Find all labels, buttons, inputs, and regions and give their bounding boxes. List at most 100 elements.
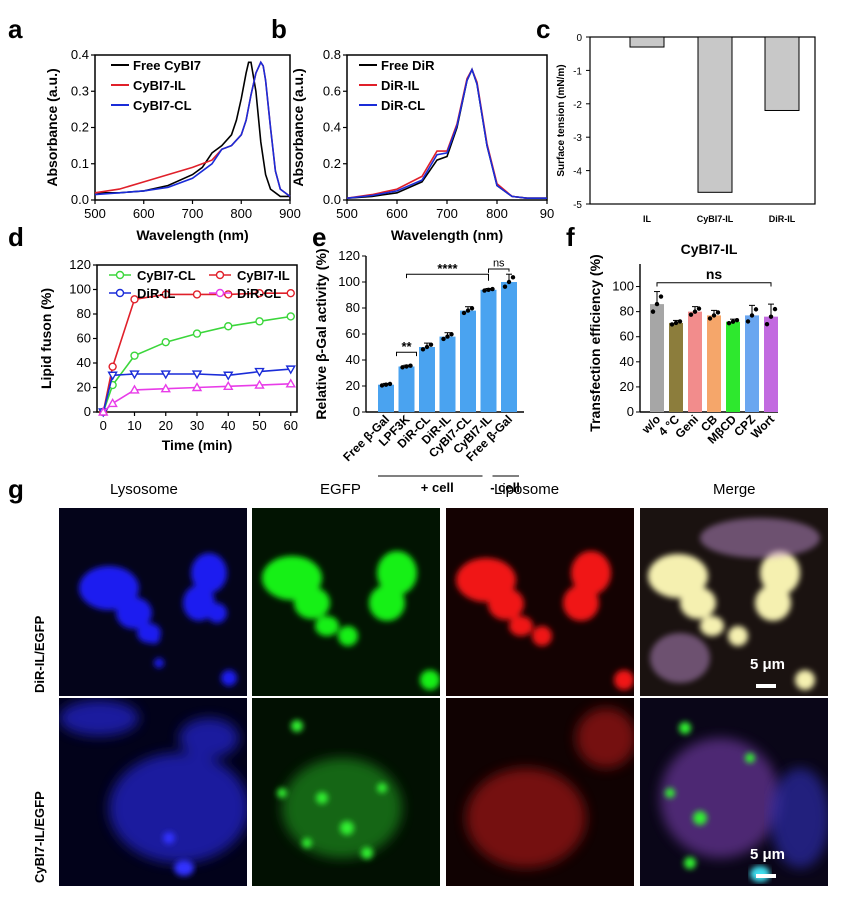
panel-letter-b: b xyxy=(271,14,287,44)
bar-2 xyxy=(688,311,702,412)
y-tick-label: 40 xyxy=(77,355,91,370)
group-label: - cell xyxy=(490,480,520,495)
replicate-dot xyxy=(654,301,660,307)
data-point xyxy=(192,329,202,338)
replicate-dot xyxy=(650,309,656,314)
bar-2 xyxy=(419,347,435,412)
bar-4 xyxy=(726,321,740,412)
data-point xyxy=(224,290,233,299)
data-point xyxy=(191,370,203,380)
replicate-dot xyxy=(711,313,717,318)
data-point xyxy=(130,351,139,360)
bar-0 xyxy=(378,384,394,412)
y-axis-label: Absorbance (a.u.) xyxy=(44,68,60,186)
data-point xyxy=(130,295,139,304)
x-tick-label: 40 xyxy=(221,418,235,433)
sig-label: ** xyxy=(401,339,412,354)
panel-letter-d: d xyxy=(8,222,24,252)
x-tick-label: 800 xyxy=(486,206,508,221)
y-axis-label: Surface tension (mN/m) xyxy=(556,64,567,176)
replicate-dot xyxy=(404,364,409,369)
replicate-dot xyxy=(445,334,450,339)
y-tick-label: 0.1 xyxy=(71,156,89,171)
y-tick-label: 0 xyxy=(576,33,582,44)
series-line-DiR-IL xyxy=(102,368,291,413)
column-title-merge: Merge xyxy=(713,481,756,498)
y-tick-label: 20 xyxy=(77,380,91,395)
legend-label: CyBI7-CL xyxy=(133,98,192,113)
x-axis-label: Wavelength (nm) xyxy=(136,227,248,243)
legend-label: CyBI7-IL xyxy=(237,268,290,283)
y-tick-label: 100 xyxy=(612,279,634,294)
series-line-CyBI7-CL xyxy=(102,315,291,413)
data-point xyxy=(161,337,170,347)
y-tick-label: 100 xyxy=(338,274,360,289)
series-line-DiR-IL xyxy=(346,67,547,199)
replicate-dot xyxy=(692,309,698,314)
series-line-DiR-CL xyxy=(102,383,291,413)
y-tick-label: -1 xyxy=(573,66,582,77)
y-tick-label: 60 xyxy=(346,326,360,341)
y-tick-label: 0.0 xyxy=(71,192,89,207)
bar-CyBI7-IL xyxy=(697,36,733,193)
legend-label: Free DiR xyxy=(381,58,435,73)
y-axis-label: Lipid fuson (%) xyxy=(38,288,54,389)
series-line-Free CyBI7 xyxy=(95,61,290,198)
y-tick-label: 100 xyxy=(69,282,91,297)
replicate-dot xyxy=(673,320,679,326)
plot-frame xyxy=(346,54,548,201)
legend-label: Free CyBI7 xyxy=(133,58,201,73)
y-tick-label: 0.4 xyxy=(323,120,341,135)
y-tick-label: 120 xyxy=(338,248,360,263)
legend-label: DiR-CL xyxy=(381,98,425,113)
data-point xyxy=(223,380,234,390)
data-point xyxy=(285,365,296,375)
replicate-dot xyxy=(734,317,740,323)
bar-0 xyxy=(650,304,664,412)
x-tick-label: 600 xyxy=(386,206,408,221)
image-egfp-cybi7-il xyxy=(252,698,440,886)
panel-letter-f: f xyxy=(566,222,575,252)
scalebar-label: 5 μm xyxy=(750,656,786,673)
x-tick-label: 500 xyxy=(336,206,358,221)
data-point xyxy=(285,378,296,388)
replicate-dot xyxy=(669,322,675,327)
legend-marker xyxy=(115,288,125,298)
replicate-dot xyxy=(768,314,774,319)
legend-marker xyxy=(215,288,225,298)
legend-label: DiR-IL xyxy=(137,286,175,301)
image-egfp-dir-il xyxy=(252,508,440,696)
sig-bracket xyxy=(488,268,510,273)
y-tick-label: 40 xyxy=(346,352,360,367)
legend-marker xyxy=(115,270,125,280)
series-line-DiR-CL xyxy=(346,67,547,199)
column-title-lysosome: Lysosome xyxy=(110,481,178,498)
y-tick-label: 20 xyxy=(346,378,360,393)
x-tick-label: 10 xyxy=(127,418,141,433)
bar-1 xyxy=(398,366,415,412)
replicate-dot xyxy=(408,363,413,368)
data-point xyxy=(161,290,170,299)
y-tick-label: 0 xyxy=(353,404,360,419)
y-tick-label: -4 xyxy=(573,167,582,178)
data-point xyxy=(160,370,171,380)
replicate-dot xyxy=(726,320,732,326)
panel-letter-e: e xyxy=(312,222,327,252)
chart-title: CyBI7-IL xyxy=(681,241,738,257)
replicate-dot xyxy=(730,319,736,324)
legend-label: DiR-IL xyxy=(381,78,419,93)
replicate-dot xyxy=(502,284,508,289)
y-tick-label: 0 xyxy=(84,404,91,419)
sig-bracket xyxy=(396,351,417,357)
bar-3 xyxy=(439,336,456,412)
bar-6 xyxy=(501,282,517,412)
replicate-dot xyxy=(486,287,491,292)
replicate-dot xyxy=(772,306,778,312)
data-point xyxy=(254,367,265,377)
x-tick-label: 90 xyxy=(540,206,554,221)
y-tick-label: 0.2 xyxy=(323,156,341,171)
legend-label: CyBI7-CL xyxy=(137,268,196,283)
x-axis-label: Wavelength (nm) xyxy=(391,227,503,243)
y-tick-label: -3 xyxy=(573,133,582,144)
y-axis-label: Absorbance (a.u.) xyxy=(290,68,306,186)
